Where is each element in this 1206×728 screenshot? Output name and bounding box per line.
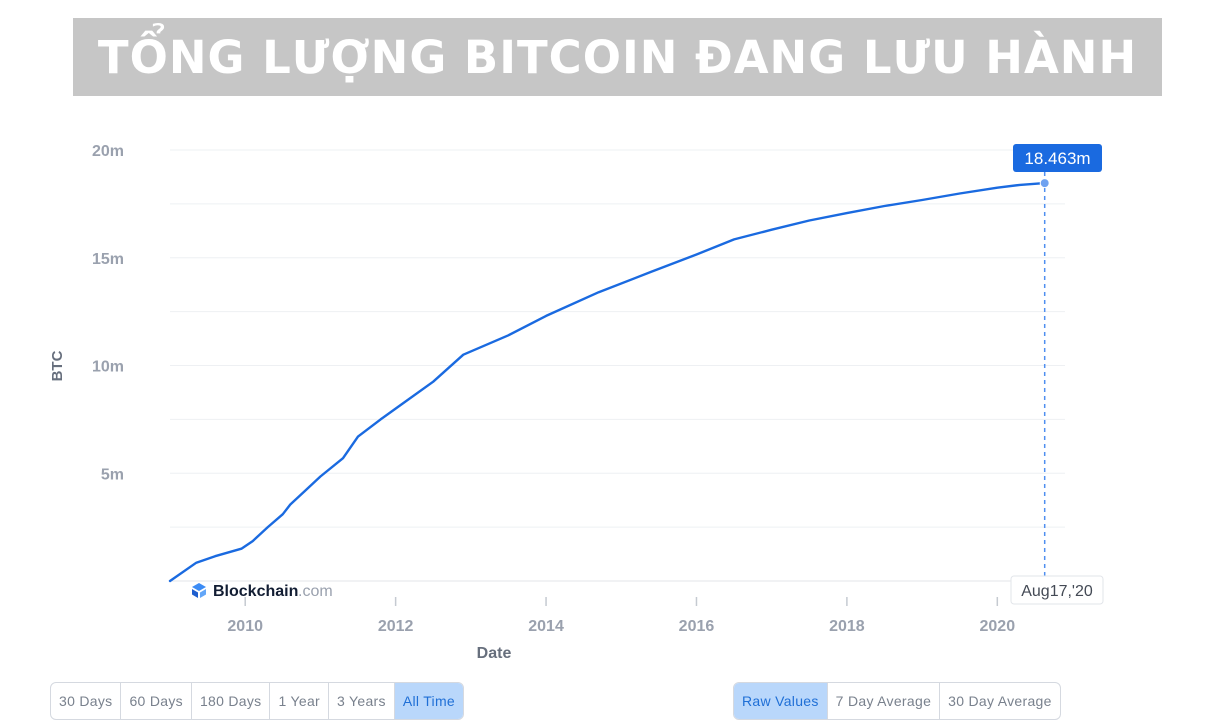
hover-point (1039, 178, 1050, 189)
watermark-brand: Blockchain (213, 583, 298, 600)
value-tooltip (1013, 144, 1102, 172)
time-range-selector: 30 Days 60 Days 180 Days 1 Year 3 Years All T… (50, 682, 464, 720)
blockchain-logo-icon (192, 583, 206, 598)
btc-supply-chart[interactable]: 5m 10m 15m 20m 2010 2012 2014 2016 2018 2020 Date B… (0, 0, 1206, 680)
banner-title: TỔNG LƯỢNG BITCOIN ĐANG LƯU HÀNH (97, 30, 1138, 84)
range-180-days-button[interactable]: 180 Days (192, 683, 271, 719)
date-tooltip (1010, 575, 1104, 605)
range-60-days-button[interactable]: 60 Days (121, 683, 192, 719)
x-tick-label: 2010 (227, 618, 263, 635)
watermark-suffix: .com (298, 583, 333, 600)
y-tick-label: 20m (92, 143, 124, 160)
range-1-year-button[interactable]: 1 Year (270, 683, 329, 719)
mode-7-day-average-button[interactable]: 7 Day Average (828, 683, 941, 719)
btc-supply-line (168, 181, 1046, 583)
y-tick-label: 15m (92, 251, 124, 268)
title-banner: TỔNG LƯỢNG BITCOIN ĐANG LƯU HÀNH (73, 18, 1162, 96)
mode-raw-values-button[interactable]: Raw Values (734, 683, 828, 719)
range-3-years-button[interactable]: 3 Years (329, 683, 395, 719)
value-mode-selector: Raw Values 7 Day Average 30 Day Average (733, 682, 1061, 720)
y-tick-label: 5m (101, 466, 124, 483)
range-all-time-button[interactable]: All Time (394, 683, 463, 719)
date-tooltip-label: Aug17,'20 (1021, 583, 1093, 600)
x-tick-label: 2020 (980, 618, 1016, 635)
y-tick-label: 10m (92, 359, 124, 376)
y-axis-title: BTC (49, 350, 66, 381)
x-tick-label: 2012 (378, 618, 414, 635)
x-axis-title: Date (477, 645, 512, 662)
x-tick-label: 2014 (528, 618, 564, 635)
value-tooltip-label: 18.463m (1024, 149, 1090, 168)
x-tick-label: 2016 (679, 618, 715, 635)
range-30-days-button[interactable]: 30 Days (51, 683, 122, 719)
mode-30-day-average-button[interactable]: 30 Day Average (948, 693, 1052, 709)
x-tick-label: 2018 (829, 618, 865, 635)
